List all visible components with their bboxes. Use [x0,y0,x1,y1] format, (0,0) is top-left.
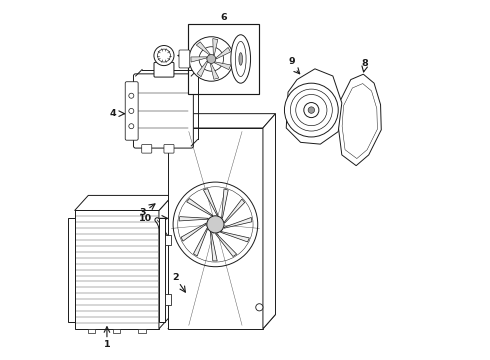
FancyBboxPatch shape [142,144,152,153]
Polygon shape [216,234,237,256]
Circle shape [129,93,134,98]
Polygon shape [168,315,275,329]
Text: 8: 8 [362,59,368,68]
Polygon shape [181,223,206,241]
FancyBboxPatch shape [164,144,174,153]
Text: 1: 1 [103,341,110,350]
Text: 5: 5 [191,51,197,60]
Circle shape [189,37,234,81]
Ellipse shape [235,41,246,77]
Circle shape [157,49,171,62]
Polygon shape [197,61,208,77]
Polygon shape [194,228,207,256]
Polygon shape [68,218,74,321]
Polygon shape [213,39,218,55]
Polygon shape [210,64,219,79]
Circle shape [207,54,216,63]
FancyBboxPatch shape [133,74,194,148]
Polygon shape [139,329,146,333]
Polygon shape [168,128,263,329]
Polygon shape [159,218,166,321]
Polygon shape [187,198,213,216]
Polygon shape [168,114,275,128]
Polygon shape [166,294,171,305]
Circle shape [304,103,319,118]
Circle shape [291,89,332,131]
Circle shape [256,304,263,311]
Circle shape [296,94,327,126]
Ellipse shape [231,35,250,83]
Polygon shape [342,84,377,158]
FancyBboxPatch shape [179,50,190,68]
Polygon shape [221,189,228,218]
Text: 10: 10 [139,214,152,223]
Polygon shape [263,114,275,329]
Polygon shape [286,69,342,144]
Polygon shape [166,235,171,246]
Polygon shape [179,217,208,221]
Polygon shape [191,57,207,62]
Text: 7: 7 [202,54,209,63]
Circle shape [129,124,134,129]
Polygon shape [159,195,172,329]
Circle shape [178,187,253,262]
Polygon shape [203,189,218,215]
Polygon shape [220,231,249,242]
Circle shape [207,216,224,233]
FancyBboxPatch shape [125,82,138,140]
Circle shape [308,107,315,113]
Polygon shape [196,42,210,55]
Circle shape [129,108,134,113]
Polygon shape [224,199,245,223]
Ellipse shape [239,53,243,65]
Polygon shape [74,211,159,329]
Polygon shape [74,195,172,211]
FancyBboxPatch shape [154,62,174,77]
Polygon shape [216,48,230,59]
Circle shape [173,182,258,267]
Polygon shape [210,232,217,261]
Text: 4: 4 [110,109,117,118]
Polygon shape [224,217,252,228]
Polygon shape [338,74,381,166]
Text: 2: 2 [172,273,178,282]
Text: 3: 3 [140,208,146,217]
Circle shape [154,45,174,66]
Circle shape [199,47,223,71]
Bar [188,24,259,94]
Circle shape [285,83,338,137]
Text: 9: 9 [288,57,295,66]
Text: 6: 6 [220,13,227,22]
Polygon shape [113,329,121,333]
Polygon shape [88,329,95,333]
Polygon shape [214,62,231,69]
